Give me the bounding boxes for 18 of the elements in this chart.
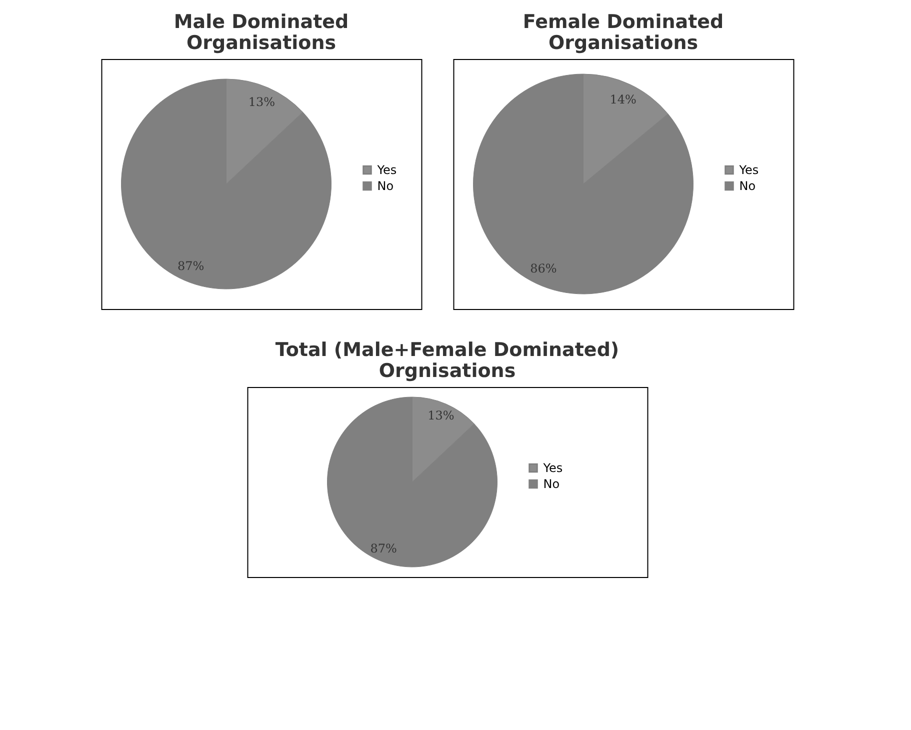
pie-slice [473,74,694,294]
data-label: 14% [610,92,636,106]
data-label: 13% [428,408,454,423]
legend-label: No [739,179,756,193]
data-label: 87% [370,541,397,556]
pie-slice [121,78,332,290]
chart-title: Total (Male+Female Dominated) Orgnisations [275,339,620,382]
data-label: 86% [530,262,557,276]
legend-label: No [377,179,394,193]
legend-label: Yes [542,461,563,475]
chart-title: Male Dominated Organisations [174,11,349,54]
legend-label: Yes [376,163,397,177]
legend-label: Yes [738,163,759,177]
data-label: 13% [248,95,276,110]
data-label: 87% [177,258,204,273]
legend-label: No [543,477,560,491]
pie-slice [327,396,498,568]
chart-title: Female Dominated Organisations [522,11,724,54]
